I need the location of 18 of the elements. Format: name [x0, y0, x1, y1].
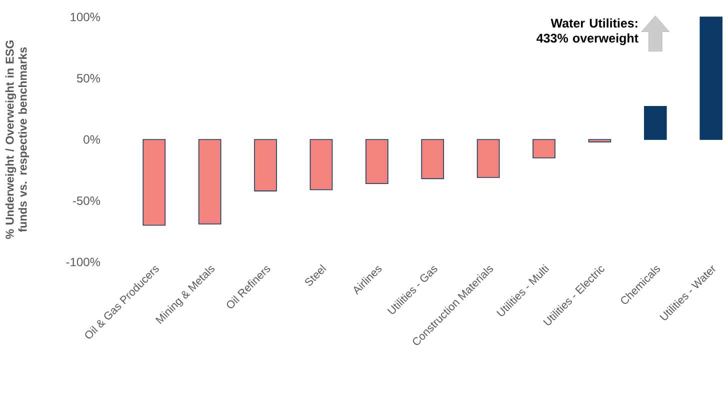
y-tick-label: 0%: [84, 135, 100, 144]
bar: [310, 139, 333, 190]
y-tick-label: 50%: [76, 74, 100, 83]
bar: [588, 139, 612, 142]
bar: [366, 139, 388, 184]
y-tick-label: 100%: [70, 12, 100, 22]
annotation: Water Utilities: 433% overweight: [536, 18, 638, 46]
bar: [532, 139, 556, 158]
y-tick-label: -50%: [72, 196, 100, 206]
bar: [254, 139, 277, 192]
bar: [198, 139, 222, 224]
y-axis-title: % Underweight / Overweight in ESG funds vs. respective benchmarks: [5, 40, 30, 239]
bar: [421, 139, 444, 180]
bar: [476, 139, 500, 178]
bar: [700, 16, 722, 140]
bar: [644, 106, 667, 140]
bar: [142, 139, 166, 226]
y-tick-label: -100%: [66, 258, 100, 266]
